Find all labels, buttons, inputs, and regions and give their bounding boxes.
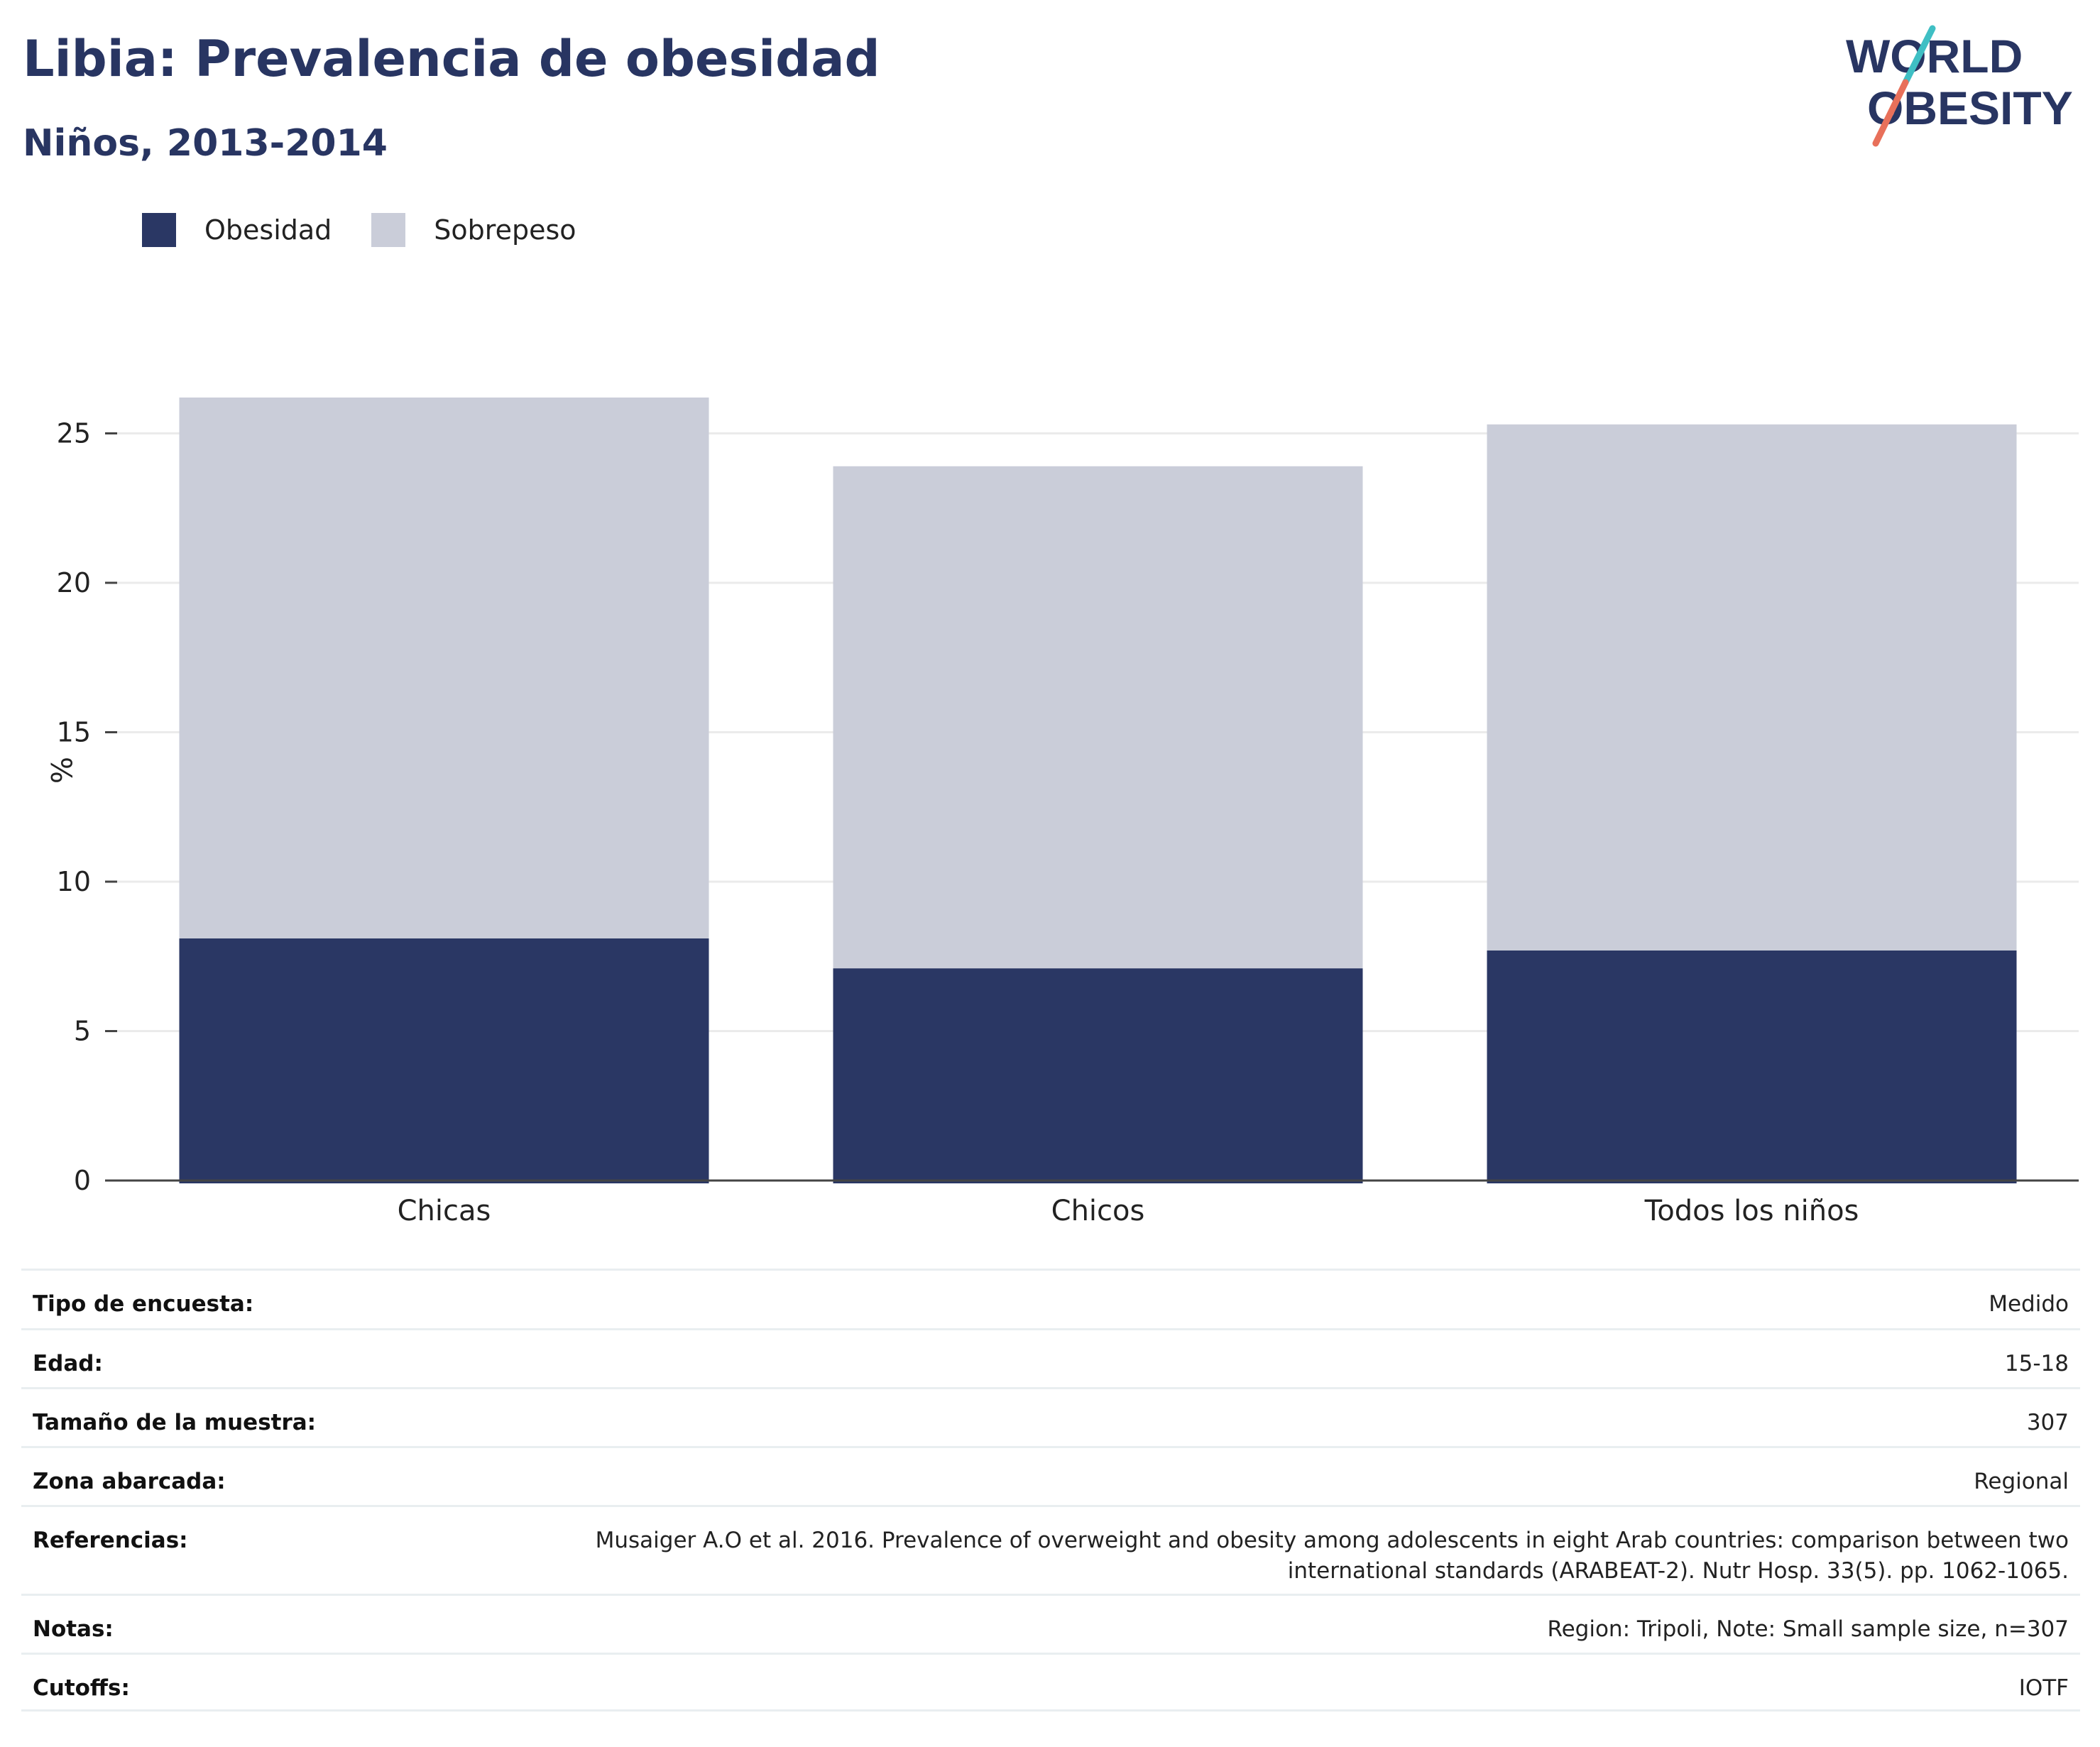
info-row-zona: Zona abarcada: Regional <box>21 1446 2080 1505</box>
info-value: 307 <box>2026 1410 2069 1435</box>
y-tick-label: 5 <box>74 1016 91 1047</box>
logo-slash-bottom <box>1872 79 1909 147</box>
y-tick-label: 25 <box>57 418 91 449</box>
info-label: Referencias: <box>33 1528 188 1553</box>
y-axis-label: % <box>44 757 77 784</box>
logo-slash-top <box>1902 25 1936 86</box>
info-row-muestra: Tamaño de la muestra: 307 <box>21 1387 2080 1446</box>
info-value: IOTF <box>2018 1675 2069 1701</box>
info-value: Medido <box>1989 1291 2069 1317</box>
x-tick-label: Chicos <box>1051 1195 1145 1227</box>
y-tick-label: 20 <box>57 567 91 598</box>
bar-obesidad-3 <box>1487 950 2017 1183</box>
info-value: Regional <box>1974 1469 2069 1494</box>
bar-sobrepeso-1 <box>179 397 709 938</box>
logo-word-1: WORLD <box>1846 30 2023 82</box>
legend-label-obesidad: Obesidad <box>204 214 332 246</box>
info-label: Notas: <box>33 1616 114 1642</box>
info-row-edad: Edad: 15-18 <box>21 1328 2080 1387</box>
info-row-tipo: Tipo de encuesta: Medido <box>21 1269 2080 1328</box>
info-value: 15-18 <box>2004 1351 2069 1376</box>
bar-obesidad-2 <box>833 968 1363 1183</box>
info-row-cutoffs: Cutoffs: IOTF <box>21 1653 2080 1712</box>
bar-sobrepeso-3 <box>1487 424 2017 951</box>
survey-info-table: Tipo de encuesta: Medido Edad: 15-18 Tam… <box>21 1269 2080 1712</box>
info-label: Tipo de encuesta: <box>33 1291 254 1317</box>
info-value: Musaiger A.O et al. 2016. Prevalence of … <box>595 1528 2069 1584</box>
legend-swatch-obesidad <box>142 213 176 247</box>
x-tick-label: Chicas <box>398 1195 491 1227</box>
stacked-bar-chart: 0 5 10 15 20 25% Chicas Chicos Todos los niños <box>44 397 2079 1227</box>
info-value: Region: Tripoli, Note: Small sample size… <box>1547 1616 2069 1642</box>
legend-item-sobrepeso[interactable]: Sobrepeso <box>371 213 576 247</box>
chart-title: Libia: Prevalencia de obesidad <box>23 30 880 88</box>
info-label: Tamaño de la muestra: <box>33 1410 317 1435</box>
bar-sobrepeso-2 <box>833 466 1363 969</box>
logo-word-2: OBESITY <box>1867 82 2073 134</box>
chart-legend: Obesidad Sobrepeso <box>142 212 616 248</box>
chart-subtitle: Niños, 2013-2014 <box>23 122 388 165</box>
y-tick-label: 15 <box>57 717 91 748</box>
info-label: Cutoffs: <box>33 1675 130 1701</box>
legend-label-sobrepeso: Sobrepeso <box>434 214 576 246</box>
world-obesity-logo: WORLD OBESITY <box>1846 25 2073 147</box>
y-tick-label: 0 <box>74 1165 91 1196</box>
bar-obesidad-1 <box>179 938 709 1183</box>
info-row-referencias: Referencias: Musaiger A.O et al. 2016. P… <box>21 1505 2080 1594</box>
info-label: Zona abarcada: <box>33 1469 226 1494</box>
y-tick-label: 10 <box>57 866 91 897</box>
x-tick-label: Todos los niños <box>1644 1195 1859 1227</box>
info-row-notas: Notas: Region: Tripoli, Note: Small samp… <box>21 1594 2080 1653</box>
info-label: Edad: <box>33 1351 103 1376</box>
legend-swatch-sobrepeso <box>371 213 406 247</box>
legend-item-obesidad[interactable]: Obesidad <box>142 213 332 247</box>
